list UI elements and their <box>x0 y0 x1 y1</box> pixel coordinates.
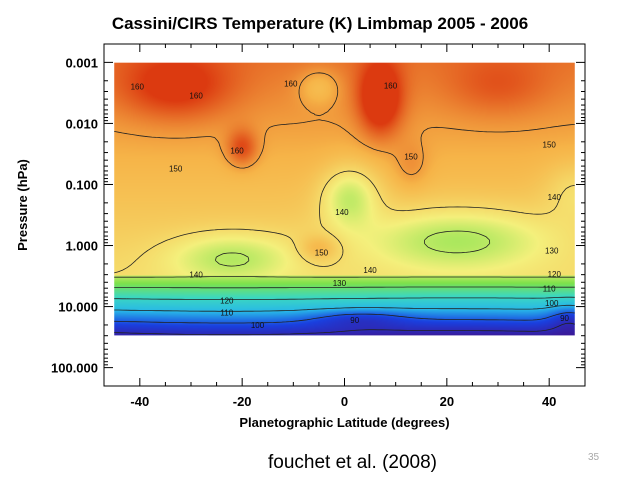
y-tick-label: 10.000 <box>58 300 98 315</box>
y-tick-label: 1.000 <box>65 239 98 254</box>
contour-label: 160 <box>284 79 298 88</box>
contour-label: 90 <box>350 316 359 325</box>
contour-120 <box>114 296 575 300</box>
contour-label: 150 <box>169 165 183 174</box>
x-axis-label: Planetographic Latitude (degrees) <box>239 415 449 430</box>
contour-140 <box>114 230 575 278</box>
y-tick-label: 100.000 <box>51 361 98 376</box>
slide-number: 35 <box>588 452 600 463</box>
contour-label: 160 <box>384 82 398 91</box>
y-axis-label: Pressure (hPa) <box>15 159 30 251</box>
citation: fouchet et al. (2008) <box>268 452 437 473</box>
contour-label: 150 <box>543 140 557 149</box>
contour-label: 90 <box>560 314 569 323</box>
contour-110 <box>114 304 575 312</box>
contour-label: 140 <box>189 271 203 280</box>
contour-label: 150 <box>315 248 329 257</box>
contour-label: 160 <box>189 92 203 101</box>
x-tick-label: 0 <box>341 394 348 409</box>
contour-label: 120 <box>220 297 234 306</box>
temperature-field <box>114 62 575 336</box>
contour-90 <box>114 322 575 336</box>
x-tick-label: -40 <box>130 394 149 409</box>
contour-label: 110 <box>543 285 556 294</box>
contour-label: 160 <box>131 83 145 92</box>
contour-130 <box>114 286 575 289</box>
contour-label: 100 <box>545 299 559 308</box>
contour-label: 140 <box>363 266 377 275</box>
chart-title: Cassini/CIRS Temperature (K) Limbmap 200… <box>111 14 529 33</box>
contour-label: 130 <box>545 246 559 255</box>
y-tick-label: 0.001 <box>65 55 98 70</box>
y-tick-label: 0.010 <box>65 116 98 131</box>
x-tick-label: 40 <box>542 394 556 409</box>
contour-label: 140 <box>548 193 562 202</box>
contour-label: 100 <box>251 321 265 330</box>
contour-label: 150 <box>404 153 418 162</box>
x-tick-label: -20 <box>233 394 252 409</box>
contour-100 <box>114 312 575 324</box>
contour-label: 160 <box>230 147 244 156</box>
contour-150 <box>114 170 575 274</box>
x-tick-label: 20 <box>440 394 454 409</box>
contour-label: 120 <box>548 270 562 279</box>
contour-label: 130 <box>333 279 347 288</box>
contour-label: 110 <box>220 308 233 317</box>
contour-160 <box>114 72 575 176</box>
contour-label: 140 <box>335 208 349 217</box>
y-tick-label: 0.100 <box>65 177 98 192</box>
